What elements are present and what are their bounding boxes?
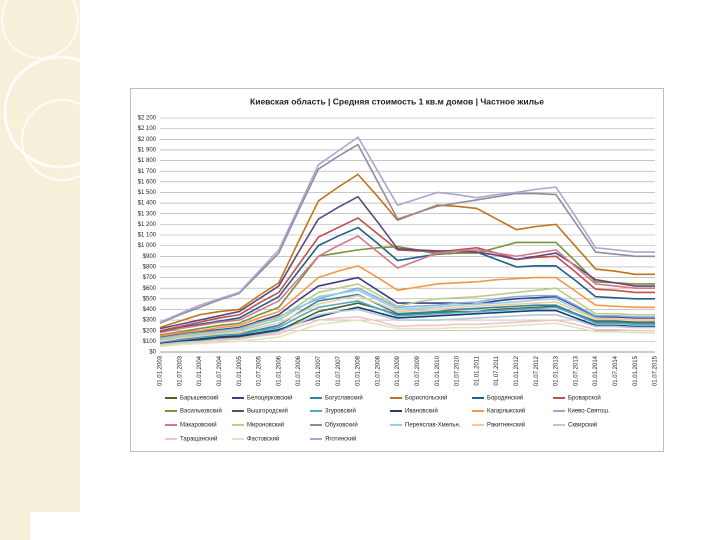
legend-label: Ивановский <box>405 408 438 415</box>
legend-label: Кагарлыкский <box>487 408 525 415</box>
y-tick-label: $1 600 <box>138 179 157 185</box>
x-tick-label: 01.01.2013 <box>554 355 560 386</box>
decor-circle <box>3 55 117 169</box>
series-line <box>159 319 655 348</box>
y-tick-label: $500 <box>143 296 157 302</box>
series-line <box>159 235 655 334</box>
legend-label: Барышевский <box>180 395 219 402</box>
x-tick-label: 01.01.2012 <box>514 355 520 386</box>
legend-label: Киево-Святош. <box>568 409 610 415</box>
series-line <box>159 241 655 336</box>
legend-label: Белоцерковский <box>247 395 293 402</box>
legend-label: Переяслав-Хмельн. <box>405 423 461 429</box>
x-tick-label: 01.07.2015 <box>653 355 659 386</box>
x-tick-label: 01.07.2009 <box>415 355 421 386</box>
y-tick-label: $1 700 <box>138 169 157 175</box>
x-tick-label: 01.01.2006 <box>276 355 282 386</box>
chart-title: Киевская область | Средняя стоимость 1 к… <box>250 96 544 106</box>
y-tick-label: $2 200 <box>138 116 157 122</box>
x-tick-label: 01.07.2011 <box>494 355 500 385</box>
legend-label: Броварской <box>568 395 601 402</box>
y-tick-label: $1 300 <box>138 211 157 217</box>
series-line <box>159 287 655 339</box>
y-tick-label: $1 900 <box>138 147 157 153</box>
legend-label: Яготинский <box>325 436 356 443</box>
series-line <box>159 143 655 325</box>
y-tick-label: $100 <box>143 339 157 345</box>
y-tick-label: $1 000 <box>138 243 157 249</box>
x-tick-label: 01.07.2010 <box>455 355 461 386</box>
y-tick-label: $400 <box>143 307 157 313</box>
y-tick-label: $600 <box>143 286 157 292</box>
series-line <box>159 226 655 333</box>
series-line <box>159 293 655 343</box>
series-line <box>159 217 655 332</box>
y-tick-label: $900 <box>143 254 157 260</box>
corner-box <box>30 512 80 540</box>
series-line <box>159 283 655 341</box>
x-tick-label: 01.01.2014 <box>593 355 599 386</box>
legend-label: Ракитнянский <box>487 422 525 429</box>
series-line <box>159 308 655 346</box>
x-tick-label: 01.01.2004 <box>197 355 203 386</box>
x-tick-label: 01.01.2008 <box>356 355 362 386</box>
series-line <box>159 265 655 337</box>
y-tick-label: $1 100 <box>138 233 157 239</box>
y-tick-label: $1 400 <box>138 201 157 207</box>
legend-label: Васильковский <box>180 408 222 415</box>
x-tick-label: 01.01.2011 <box>474 355 480 385</box>
legend-label: Згуровский <box>325 408 356 415</box>
x-tick-label: 01.01.2010 <box>435 355 441 386</box>
legend-label: Вышгородский <box>247 408 288 415</box>
series-line <box>159 136 655 323</box>
x-tick-label: 01.07.2012 <box>534 355 540 386</box>
y-tick-label: $1 200 <box>138 222 157 228</box>
y-tick-label: $200 <box>143 328 157 334</box>
y-tick-label: $2 100 <box>138 126 157 132</box>
y-tick-label: $1 500 <box>138 190 157 196</box>
x-tick-label: 01.07.2003 <box>177 355 183 386</box>
legend-label: Макаровский <box>180 422 217 429</box>
series-line <box>159 276 655 338</box>
y-tick-label: $700 <box>143 275 157 281</box>
legend-label: Бородянский <box>487 395 523 402</box>
x-tick-label: 01.01.2015 <box>633 355 639 386</box>
legend-label: Обуховский <box>325 422 358 429</box>
legend-label: Богуславский <box>325 395 363 402</box>
x-tick-label: 01.07.2006 <box>296 355 302 386</box>
x-tick-label: 01.07.2008 <box>375 355 381 386</box>
x-tick-label: 01.01.2005 <box>237 355 243 386</box>
series-line <box>159 306 655 345</box>
series-line <box>159 300 655 344</box>
x-tick-label: 01.07.2013 <box>573 355 579 386</box>
x-tick-label: 01.07.2005 <box>257 355 263 386</box>
side-strip <box>0 0 80 540</box>
x-tick-label: 01.01.2003 <box>158 355 164 386</box>
y-tick-label: $2 000 <box>138 137 157 143</box>
y-tick-label: $0 <box>149 350 156 356</box>
legend-label: Бориспольский <box>405 395 447 402</box>
series-line <box>159 294 655 343</box>
y-tick-label: $300 <box>143 318 157 324</box>
y-tick-label: $800 <box>143 264 157 270</box>
y-tick-label: $1 800 <box>138 158 157 164</box>
decor-circle <box>1 0 79 59</box>
series-line <box>159 289 655 342</box>
x-tick-label: 01.01.2009 <box>395 355 401 386</box>
x-tick-label: 01.07.2004 <box>217 355 223 386</box>
legend-label: Таращанский <box>180 436 217 443</box>
decor-circle <box>21 99 103 181</box>
x-tick-label: 01.01.2007 <box>316 355 322 386</box>
x-tick-label: 01.07.2014 <box>613 355 619 386</box>
series-line <box>159 316 655 347</box>
legend-label: Мироновский <box>247 422 284 429</box>
chart-frame <box>130 88 664 452</box>
legend-label: Фастовский <box>247 436 279 443</box>
x-tick-label: 01.07.2007 <box>336 355 342 386</box>
legend-label: Сквирский <box>568 422 597 429</box>
